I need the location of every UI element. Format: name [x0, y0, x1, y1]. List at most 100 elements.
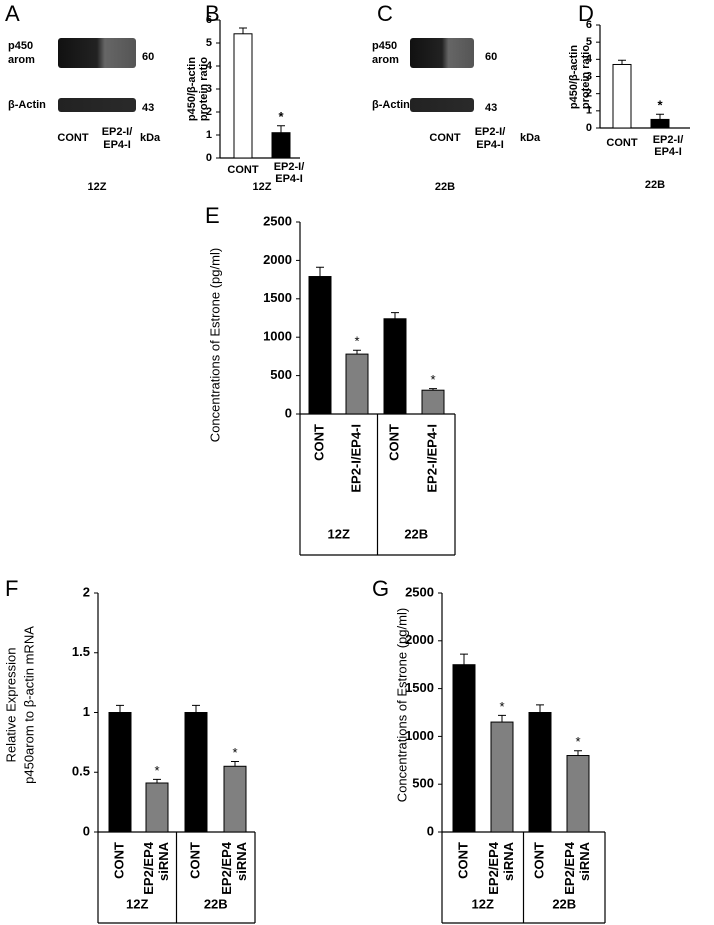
error-bar — [116, 704, 124, 713]
y-tick-label: 3 — [586, 70, 592, 82]
x-tick-label: EP4-I — [654, 146, 682, 158]
group-label: 22B — [552, 896, 576, 911]
x-tick-label: EP4-I — [275, 173, 303, 185]
bar — [345, 353, 369, 415]
y-tick-label: 2000 — [263, 252, 292, 267]
panel-letter: F — [5, 576, 18, 601]
x-tick-label: EP2-I/EP4-I — [424, 424, 439, 493]
bar — [528, 712, 552, 833]
x-tick-label: CONT — [606, 137, 637, 149]
x-tick-label: siRNA — [234, 841, 249, 881]
error-bar — [460, 653, 468, 665]
x-tick-label: CONT — [455, 842, 470, 879]
y-axis-label: p450/β-actin — [186, 57, 198, 121]
group-label: 12Z — [472, 896, 494, 911]
bar — [108, 712, 132, 833]
group-label: 12Z — [328, 526, 350, 541]
error-bar — [498, 714, 506, 723]
panel-letter: E — [205, 203, 220, 228]
panel-letter: G — [372, 576, 389, 601]
band-label: arom — [8, 54, 35, 66]
y-tick-label: 2 — [83, 584, 90, 599]
band-kda: 60 — [142, 51, 154, 63]
error-bar — [656, 113, 664, 120]
lane-label: EP4-I — [103, 139, 131, 151]
y-tick-label: 3 — [206, 83, 212, 95]
band-kda: 43 — [485, 102, 497, 114]
x-tick-label: EP2/EP4 — [562, 841, 577, 895]
x-tick-label: EP2-I/EP4-I — [348, 424, 363, 493]
panel-letter: C — [377, 1, 393, 26]
y-tick-label: 2 — [206, 106, 212, 118]
significance: * — [430, 372, 435, 387]
x-tick-label: CONT — [386, 424, 401, 461]
panel-letter: D — [578, 1, 594, 26]
x-tick-label: CONT — [111, 842, 126, 879]
y-tick-label: 1 — [206, 129, 212, 141]
y-tick-label: 1000 — [263, 329, 292, 344]
group-label: 22B — [404, 526, 428, 541]
significance: * — [154, 763, 159, 778]
lane-label: EP2-I/ — [102, 126, 133, 138]
bar — [271, 132, 291, 159]
bar — [421, 389, 445, 415]
error-bar — [391, 312, 399, 319]
y-tick-label: 2500 — [263, 213, 292, 228]
bar — [223, 765, 247, 833]
error-bar — [618, 59, 626, 65]
y-axis-label: protein ratio — [580, 45, 592, 109]
y-tick-label: 1500 — [263, 290, 292, 305]
bar — [383, 318, 407, 415]
cell-label: 12Z — [253, 181, 272, 193]
error-bar — [153, 778, 161, 784]
y-tick-label: 500 — [270, 367, 292, 382]
x-tick-label: EP2-I/ — [653, 134, 684, 146]
blot-band — [410, 98, 474, 112]
x-tick-label: EP2/EP4 — [141, 841, 156, 895]
bar — [308, 276, 332, 415]
y-axis-label: p450arom to β-actin mRNA — [21, 626, 36, 784]
x-tick-label: EP2-I/ — [274, 161, 305, 173]
y-tick-label: 0 — [586, 122, 592, 134]
error-bar — [536, 704, 544, 713]
x-tick-label: CONT — [227, 164, 258, 176]
y-tick-label: 6 — [586, 19, 592, 31]
y-tick-label: 1000 — [405, 728, 434, 743]
lane-label: EP2-I/ — [475, 126, 506, 138]
band-label: β-Actin — [372, 99, 410, 111]
significance: * — [575, 734, 580, 749]
bar — [233, 33, 253, 159]
error-bar — [277, 125, 285, 133]
y-axis-label: protein ratio — [198, 57, 210, 121]
error-bar — [574, 750, 582, 756]
band-label: β-Actin — [8, 99, 46, 111]
error-bar — [192, 704, 200, 713]
error-bar — [429, 388, 437, 391]
blot-band — [58, 98, 136, 112]
error-bar — [231, 760, 239, 767]
x-tick-label: EP2/EP4 — [486, 841, 501, 895]
significance: * — [232, 745, 237, 760]
unit-label: kDa — [140, 132, 161, 144]
bar — [566, 755, 590, 833]
significance: * — [499, 699, 504, 714]
error-bar — [316, 266, 324, 277]
blot-band — [58, 38, 136, 68]
lane-label: CONT — [429, 132, 460, 144]
y-axis-label: Concentrations of Estrone (pg/ml) — [207, 248, 222, 442]
cell-label: 22B — [645, 179, 665, 191]
band-label: arom — [372, 54, 399, 66]
bar — [145, 782, 169, 833]
y-tick-label: 5 — [586, 36, 592, 48]
y-tick-label: 2500 — [405, 584, 434, 599]
error-bar — [239, 27, 247, 34]
bar — [452, 664, 476, 833]
cell-label: 12Z — [88, 181, 107, 193]
x-tick-label: CONT — [531, 842, 546, 879]
bar — [650, 118, 670, 129]
x-tick-label: CONT — [187, 842, 202, 879]
lane-label: EP4-I — [476, 139, 504, 151]
significance: * — [354, 334, 359, 349]
x-tick-label: siRNA — [501, 841, 516, 881]
